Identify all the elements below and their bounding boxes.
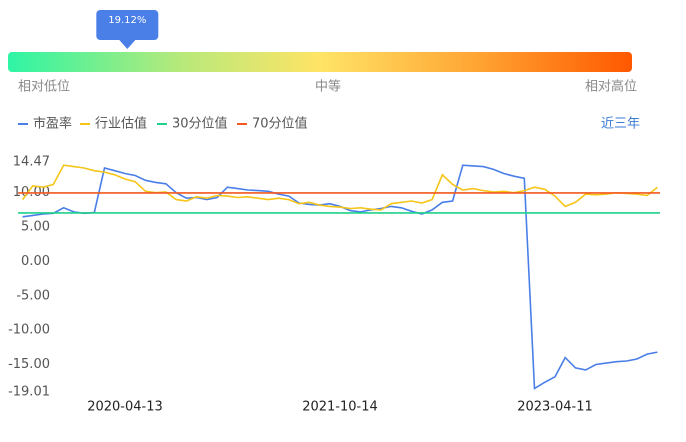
legend-label: 30分位值 [172, 116, 228, 132]
series-line [21, 164, 658, 211]
period-link[interactable]: 近三年 [601, 117, 640, 132]
y-tick-label: -10.00 [8, 323, 50, 338]
tooltip-box [96, 10, 159, 40]
gauge-low: 相对低位 [18, 80, 70, 95]
y-tick-label: -15.00 [8, 357, 50, 372]
y-tick-label: 0.00 [21, 254, 50, 269]
gauge-bar [8, 52, 632, 72]
x-tick-label: 2020-04-13 [87, 400, 163, 415]
series-line [22, 164, 658, 390]
y-tick-label: 14.47 [13, 155, 50, 170]
x-tick-label: 2023-04-11 [517, 400, 593, 415]
gauge-value: 19.12% [108, 15, 146, 26]
legend-label: 市盈率 [33, 116, 72, 132]
gauge-high: 相对高位 [585, 79, 637, 95]
y-tick-label: -19.01 [8, 385, 50, 400]
y-tick-label: 5.00 [21, 220, 50, 235]
y-tick-label: -5.00 [16, 288, 50, 303]
gauge-mid: 中等 [315, 79, 341, 95]
legend-label: 行业估值 [95, 116, 147, 132]
tooltip-arrow [119, 40, 136, 49]
x-tick-label: 2021-10-14 [302, 400, 378, 415]
legend-label: 70分位值 [252, 116, 308, 132]
gauge-tooltip: 19.12% [96, 10, 159, 49]
